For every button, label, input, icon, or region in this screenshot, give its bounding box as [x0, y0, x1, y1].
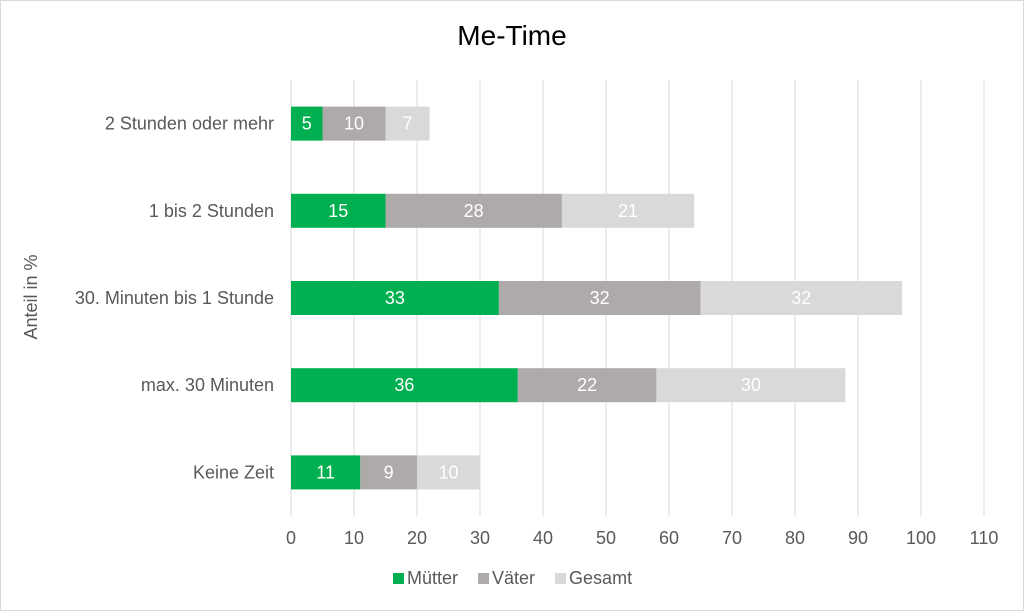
legend-swatch	[478, 573, 490, 584]
y-axis-label: Anteil in %	[21, 254, 41, 339]
bar-segment	[322, 106, 386, 141]
data-label: 9	[384, 462, 394, 482]
x-tick-label: 80	[785, 528, 805, 548]
data-label: 10	[438, 462, 458, 482]
x-tick-label: 60	[659, 528, 679, 548]
data-label: 33	[385, 288, 405, 308]
data-label: 11	[316, 462, 335, 482]
bar-segment	[291, 368, 518, 403]
data-label: 15	[328, 201, 348, 221]
legend-swatch	[555, 573, 567, 584]
data-label: 22	[577, 375, 597, 395]
bar-segment	[498, 281, 701, 315]
category-label: 1 bis 2 Stunden	[149, 201, 274, 221]
chart-title: Me-Time	[457, 20, 566, 51]
bar-segment	[291, 281, 499, 315]
data-label: 30	[741, 375, 761, 395]
legend-label: Väter	[492, 568, 535, 588]
category-label: Keine Zeit	[193, 462, 274, 482]
bar-segment	[385, 106, 430, 141]
bar-segment	[360, 455, 417, 490]
data-label: 5	[302, 114, 312, 134]
legend-label: Gesamt	[569, 568, 632, 588]
x-tick-label: 30	[470, 528, 490, 548]
bar-segment	[291, 455, 361, 490]
x-tick-label: 40	[533, 528, 553, 548]
bars	[291, 106, 903, 490]
x-tick-label: 10	[344, 528, 364, 548]
x-tick-label: 20	[407, 528, 427, 548]
data-label: 10	[344, 114, 364, 134]
legend: Mütter Väter Gesamt	[393, 568, 632, 588]
legend-label: Mütter	[407, 568, 458, 588]
bar-segment	[385, 193, 562, 228]
x-tick-label: 50	[596, 528, 616, 548]
category-labels: 2 Stunden oder mehr 1 bis 2 Stunden 30. Mi…	[75, 114, 274, 483]
x-tick-label: 70	[722, 528, 742, 548]
data-label: 36	[394, 375, 414, 395]
data-label: 28	[464, 201, 484, 221]
data-labels: 5 10 7 15 28 21 33 32 32 36 22 30 11 9 10	[302, 114, 812, 483]
data-label: 7	[403, 114, 413, 134]
x-tick-labels: 0 10 20 30 40 50 60 70 80 90 100 110	[286, 528, 998, 548]
bar-segment	[291, 106, 323, 141]
category-label: 30. Minuten bis 1 Stunde	[75, 288, 274, 308]
bar-segment	[656, 368, 846, 403]
x-tick-label: 90	[848, 528, 868, 548]
bar-segment	[291, 193, 386, 228]
x-tick-label: 0	[286, 528, 296, 548]
category-label: 2 Stunden oder mehr	[105, 114, 274, 134]
data-label: 32	[791, 288, 811, 308]
bar-segment	[700, 281, 903, 315]
data-label: 21	[618, 201, 638, 221]
bar-segment	[561, 193, 695, 228]
category-label: max. 30 Minuten	[141, 375, 274, 395]
legend-swatch	[393, 573, 404, 584]
data-label: 32	[590, 288, 610, 308]
x-tick-label: 100	[906, 528, 936, 548]
bar-segment	[417, 455, 480, 490]
bar-segment	[517, 368, 657, 403]
x-tick-label: 110	[970, 528, 999, 548]
